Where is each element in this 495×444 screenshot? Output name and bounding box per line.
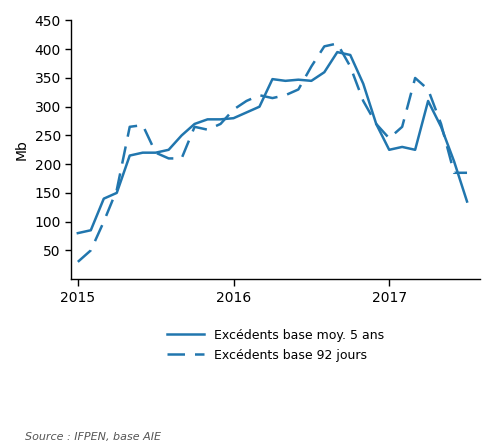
Excédents base moy. 5 ans (192, 121, 198, 127)
Excédents base moy. 5 ans (88, 228, 94, 233)
Excédents base moy. 5 ans (204, 117, 210, 122)
Excédents base moy. 5 ans (179, 133, 185, 138)
Line: Excédents base moy. 5 ans: Excédents base moy. 5 ans (78, 52, 467, 233)
Excédents base 92 jours (438, 121, 444, 127)
Excédents base 92 jours (296, 87, 301, 92)
Excédents base moy. 5 ans (283, 78, 289, 83)
Excédents base 92 jours (425, 87, 431, 92)
Excédents base 92 jours (373, 121, 379, 127)
Text: Source : IFPEN, base AIE: Source : IFPEN, base AIE (25, 432, 161, 442)
Line: Excédents base 92 jours: Excédents base 92 jours (78, 44, 467, 262)
Excédents base 92 jours (204, 127, 210, 132)
Excédents base moy. 5 ans (127, 153, 133, 158)
Excédents base moy. 5 ans (296, 77, 301, 82)
Excédents base 92 jours (244, 98, 249, 103)
Excédents base moy. 5 ans (218, 117, 224, 122)
Excédents base 92 jours (412, 75, 418, 81)
Excédents base moy. 5 ans (451, 159, 457, 164)
Excédents base 92 jours (75, 259, 81, 265)
Excédents base moy. 5 ans (308, 78, 314, 83)
Excédents base 92 jours (127, 124, 133, 130)
Excédents base 92 jours (347, 64, 353, 69)
Y-axis label: Mb: Mb (15, 139, 29, 160)
Excédents base moy. 5 ans (75, 230, 81, 236)
Excédents base 92 jours (152, 150, 158, 155)
Excédents base moy. 5 ans (399, 144, 405, 150)
Excédents base 92 jours (451, 170, 457, 175)
Excédents base 92 jours (269, 95, 275, 101)
Excédents base moy. 5 ans (373, 121, 379, 127)
Excédents base moy. 5 ans (101, 196, 107, 201)
Excédents base 92 jours (114, 187, 120, 193)
Excédents base 92 jours (464, 170, 470, 175)
Excédents base moy. 5 ans (464, 199, 470, 204)
Excédents base 92 jours (101, 219, 107, 224)
Excédents base 92 jours (218, 121, 224, 127)
Excédents base moy. 5 ans (386, 147, 392, 152)
Excédents base 92 jours (140, 123, 146, 128)
Legend: Excédents base moy. 5 ans, Excédents base 92 jours: Excédents base moy. 5 ans, Excédents bas… (167, 329, 385, 361)
Excédents base 92 jours (334, 41, 340, 46)
Excédents base moy. 5 ans (438, 124, 444, 130)
Excédents base moy. 5 ans (425, 98, 431, 103)
Excédents base moy. 5 ans (244, 110, 249, 115)
Excédents base moy. 5 ans (152, 150, 158, 155)
Excédents base 92 jours (88, 248, 94, 253)
Excédents base 92 jours (321, 44, 327, 49)
Excédents base moy. 5 ans (256, 104, 262, 109)
Excédents base 92 jours (192, 124, 198, 130)
Excédents base moy. 5 ans (360, 81, 366, 87)
Excédents base moy. 5 ans (166, 147, 172, 152)
Excédents base moy. 5 ans (334, 49, 340, 55)
Excédents base 92 jours (399, 124, 405, 130)
Excédents base moy. 5 ans (231, 115, 237, 121)
Excédents base 92 jours (308, 64, 314, 69)
Excédents base moy. 5 ans (412, 147, 418, 152)
Excédents base 92 jours (283, 92, 289, 98)
Excédents base 92 jours (360, 98, 366, 103)
Excédents base 92 jours (256, 92, 262, 98)
Excédents base moy. 5 ans (347, 52, 353, 58)
Excédents base 92 jours (231, 107, 237, 112)
Excédents base moy. 5 ans (321, 70, 327, 75)
Excédents base moy. 5 ans (269, 76, 275, 82)
Excédents base 92 jours (386, 136, 392, 141)
Excédents base 92 jours (179, 156, 185, 161)
Excédents base moy. 5 ans (140, 150, 146, 155)
Excédents base moy. 5 ans (114, 190, 120, 195)
Excédents base 92 jours (166, 156, 172, 161)
